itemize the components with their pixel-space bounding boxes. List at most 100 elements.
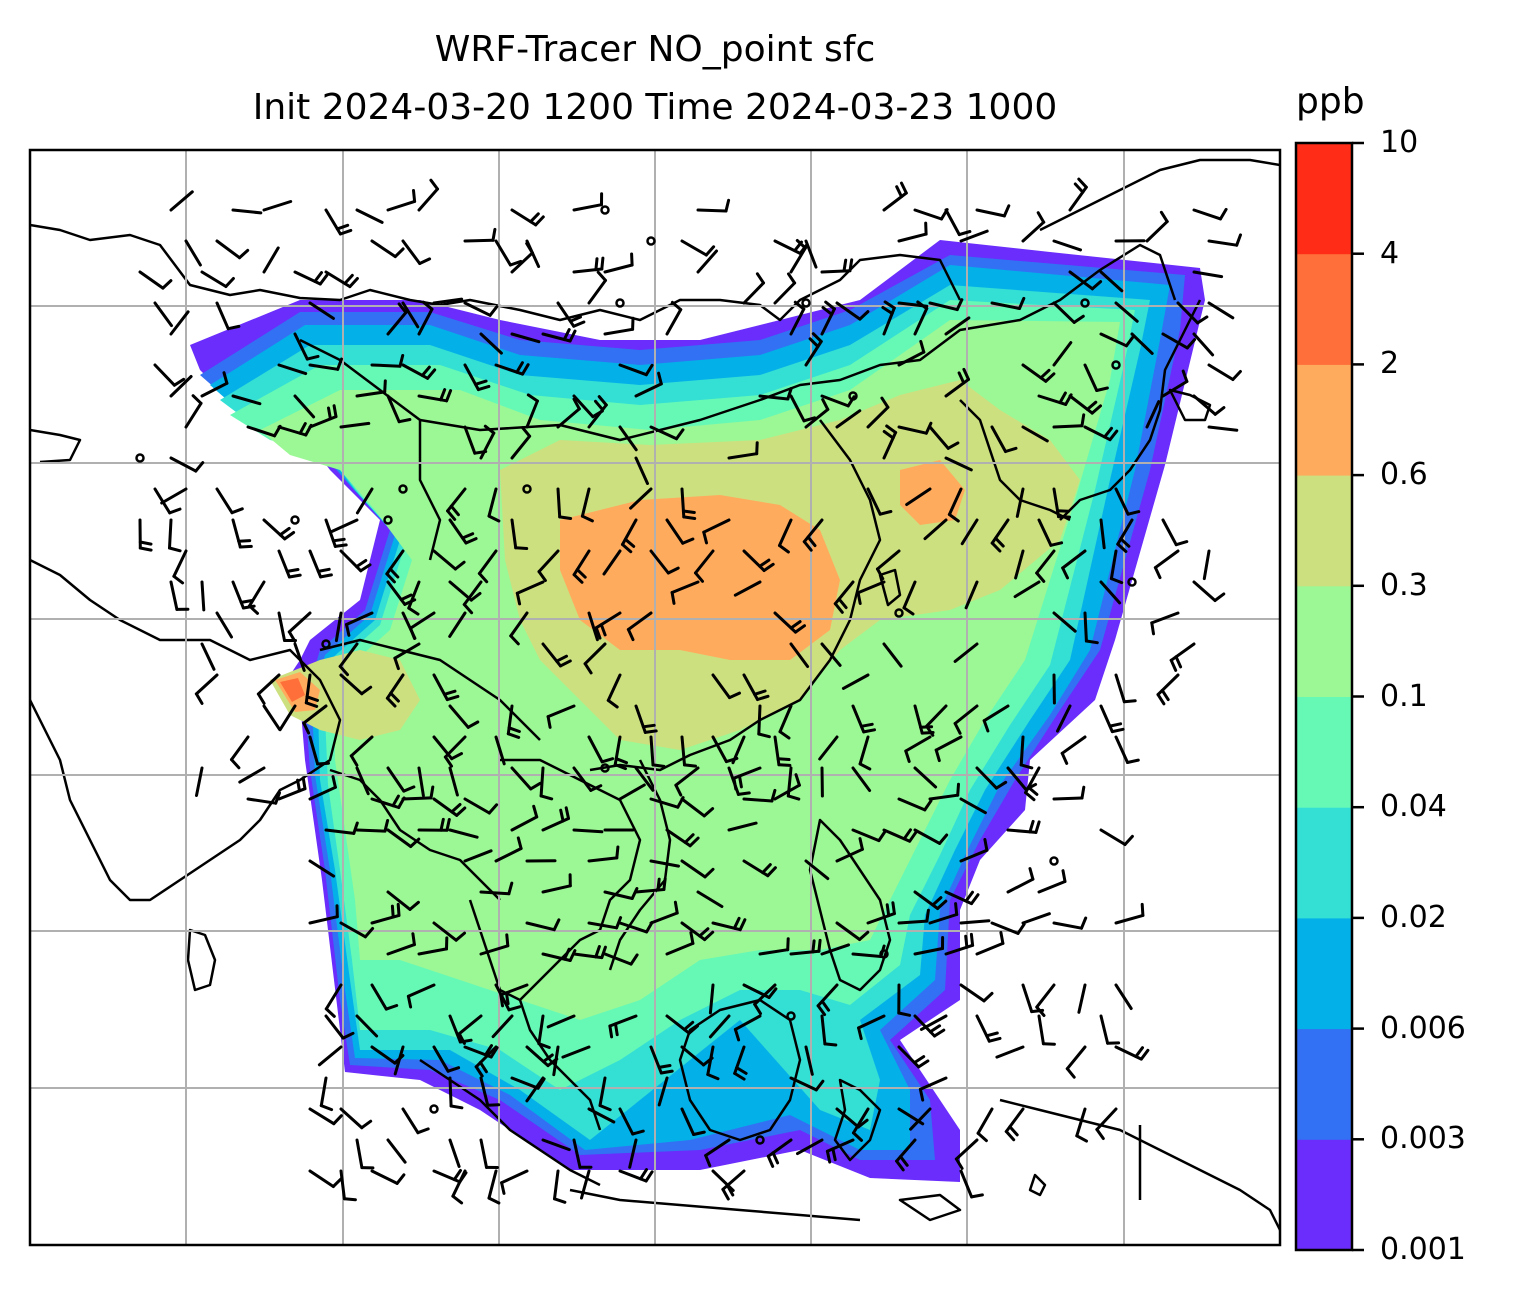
wind-barb-feather <box>478 1061 488 1074</box>
wind-barb-shaft <box>649 425 678 441</box>
wind-barb-shaft <box>195 766 204 797</box>
wind-barb-feather <box>331 1177 343 1188</box>
calm-wind-marker <box>135 453 145 463</box>
wind-barb-shaft <box>525 1076 545 1103</box>
wind-barb-shaft <box>330 518 359 534</box>
wind-barb-shaft <box>603 327 635 336</box>
wind-barb-shaft <box>355 208 384 224</box>
wind-barb-feather <box>411 932 416 947</box>
wind-barb-shaft <box>432 549 457 571</box>
wind-barb-shaft <box>708 983 715 1015</box>
wind-barb-feather <box>657 1064 672 1069</box>
calm-wind-marker <box>321 639 331 649</box>
wind-barb-shaft <box>1150 611 1180 625</box>
coastline-china-north <box>419 243 1177 442</box>
wind-barb-feather <box>446 509 457 521</box>
wind-barb-shaft <box>1006 877 1035 894</box>
wind-barb-feather <box>1124 335 1135 348</box>
colorbar-band <box>1296 807 1352 919</box>
wind-barb-feather <box>348 277 359 289</box>
wind-barb-shaft <box>721 1169 746 1191</box>
wind-barb-shaft <box>665 308 683 336</box>
wind-barb-shaft <box>789 307 806 336</box>
wind-barb-shaft <box>277 611 286 642</box>
wind-barb-feather <box>814 1079 825 1092</box>
wind-barb-feather <box>572 397 581 411</box>
wind-barb-shaft <box>494 239 512 267</box>
wind-barb-feather <box>795 239 807 250</box>
wind-barb-feather <box>876 567 885 581</box>
wind-barb-shaft <box>820 269 852 274</box>
wind-barb-feather <box>445 389 453 403</box>
colorbar-tick-label: 4 <box>1380 235 1400 271</box>
wind-barb-shaft <box>448 766 459 797</box>
wind-barb-shaft <box>393 1045 405 1076</box>
wind-barb-feather <box>918 1087 925 1102</box>
border-himalaya <box>319 638 541 741</box>
wind-barb-feather <box>808 337 820 348</box>
wind-barb-shaft <box>393 642 421 660</box>
wind-barb-feather <box>1123 834 1134 846</box>
wind-barb-feather <box>466 720 480 729</box>
wind-barb-feather <box>1140 902 1145 917</box>
wind-barb-feather <box>172 574 185 585</box>
wind-barb-shaft <box>944 316 971 336</box>
wind-barb-feather <box>508 259 523 267</box>
wind-barb-shaft <box>1006 766 1028 791</box>
wind-barb-feather <box>767 987 778 999</box>
wind-barb-shaft <box>355 1138 364 1170</box>
wind-barb-shaft <box>835 1107 860 1129</box>
wind-barb-feather <box>859 722 874 728</box>
wind-barb-feather <box>1080 916 1088 930</box>
wind-barb-shaft <box>138 270 165 290</box>
wind-barb-shaft <box>733 1014 762 1031</box>
wind-barb-feather <box>589 784 603 792</box>
coastline-timor <box>898 1193 962 1222</box>
wind-barb-shaft <box>628 1138 638 1169</box>
wind-barb-feather <box>342 1197 357 1202</box>
wind-barb-shaft <box>355 1014 379 1038</box>
wind-barb-shaft <box>649 911 679 925</box>
wind-barb-feather <box>630 887 639 900</box>
wind-barb-shaft <box>1192 394 1217 416</box>
wind-barb-feather <box>776 757 791 761</box>
wind-barb-feather <box>383 819 390 833</box>
wind-barb-shaft <box>324 828 356 835</box>
wind-barb-feather <box>426 368 437 380</box>
wind-barb-feather <box>878 510 893 516</box>
wind-barb-feather <box>987 1036 1002 1043</box>
wind-barb-feather <box>575 568 587 579</box>
wind-barb-feather <box>230 758 241 770</box>
wind-barb-shaft <box>1083 611 1088 643</box>
wind-barb-feather <box>662 877 667 891</box>
wind-barb-feather <box>331 775 337 789</box>
wind-barb-feather <box>1085 400 1098 411</box>
wind-barb-shaft <box>463 238 495 243</box>
wind-barb-shaft <box>448 1076 453 1108</box>
wind-barb-shaft <box>463 425 477 455</box>
wind-barb-shaft <box>1099 270 1124 293</box>
wind-barb-feather <box>706 1073 720 1081</box>
wind-barb-shaft <box>370 363 402 368</box>
wind-barb-feather <box>724 198 731 213</box>
wind-barb-feather <box>390 904 395 919</box>
wind-barb-feather <box>689 931 695 945</box>
wind-barb-shaft <box>1021 425 1049 443</box>
wind-barb-shaft <box>1013 580 1041 599</box>
wind-barb-feather <box>656 877 661 892</box>
wind-barb-shaft <box>758 948 790 956</box>
wind-barb-feather <box>443 689 457 696</box>
wind-barb-feather <box>936 899 948 910</box>
wind-barb-shaft <box>494 847 523 863</box>
wind-barb-shaft <box>913 766 938 789</box>
wind-barb-shaft <box>160 487 188 505</box>
wind-barb-feather <box>313 271 323 283</box>
wind-barb-feather <box>359 563 372 573</box>
wind-barb-feather <box>770 788 777 803</box>
wind-barb-feather <box>683 833 695 844</box>
wind-barb-feather <box>558 515 573 520</box>
wind-barb-feather <box>516 836 523 850</box>
wind-barb-feather <box>670 300 683 312</box>
wind-barb-shaft <box>324 983 343 1011</box>
coastline-china-east <box>589 419 882 772</box>
